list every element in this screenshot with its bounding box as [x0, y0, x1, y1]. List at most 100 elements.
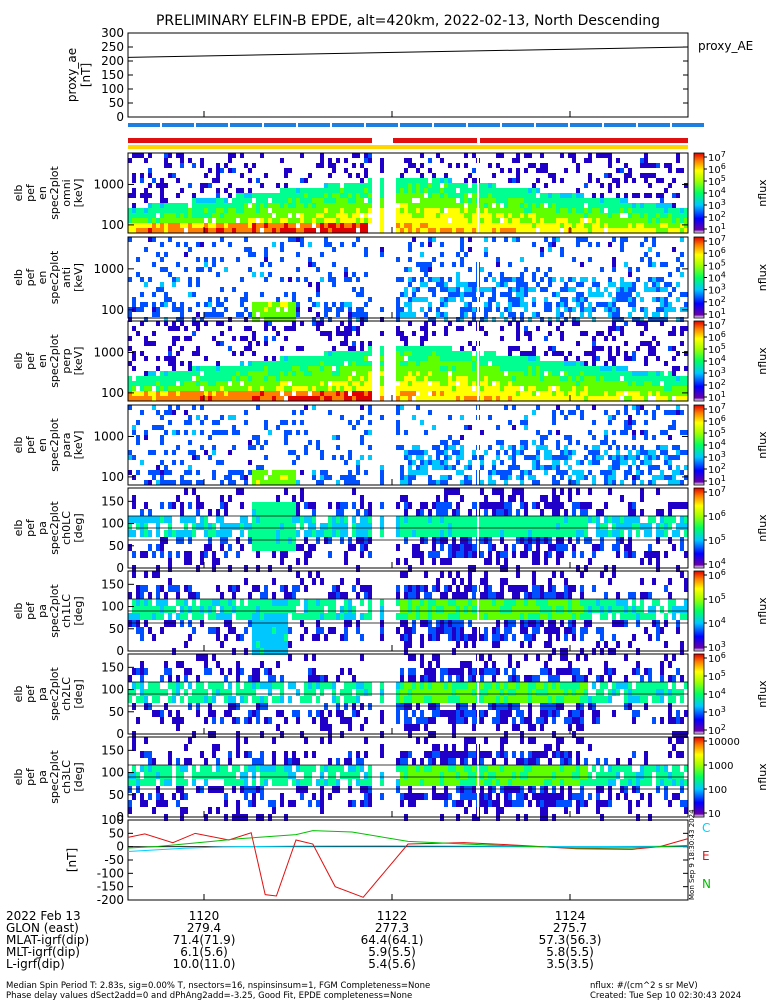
heat-cell [528, 317, 532, 322]
heat-cell [524, 307, 528, 312]
ylabel-line: para [60, 433, 73, 458]
heat-cell [132, 430, 136, 435]
heat-cell [336, 188, 340, 193]
heat-cell [272, 396, 276, 401]
heat-cell [180, 460, 184, 465]
heat-cell [308, 208, 312, 213]
heat-cell [352, 213, 356, 218]
heat-cell [564, 470, 568, 475]
heat-cell [252, 336, 256, 341]
heat-cell [672, 307, 676, 312]
heat-cell [340, 208, 344, 213]
heat-cell [180, 381, 184, 386]
heat-cell [172, 480, 176, 485]
heat-cell [232, 223, 236, 228]
heat-cell [576, 376, 580, 381]
heat-cell [680, 544, 684, 551]
heat-cell [676, 523, 680, 530]
heat-cell [444, 198, 448, 203]
heat-cell [636, 381, 640, 386]
heat-cell [260, 203, 264, 208]
heat-cell [608, 356, 612, 361]
heat-cell [432, 386, 436, 391]
heat-cell [432, 381, 436, 386]
heat-cell [300, 410, 304, 415]
heat-cell [616, 198, 620, 203]
heat-cell [500, 371, 504, 376]
heat-cell [416, 262, 420, 267]
heat-cell [580, 203, 584, 208]
heat-cell [296, 502, 300, 509]
heat-cell [408, 223, 412, 228]
heat-cell [212, 558, 216, 565]
heat-cell [580, 516, 584, 523]
heat-cell [156, 223, 160, 228]
heat-cell [592, 356, 596, 361]
heat-cell [504, 193, 508, 198]
heat-cell [432, 523, 436, 530]
heat-cell [204, 523, 208, 530]
heat-cell [648, 465, 652, 470]
heat-cell [164, 321, 168, 326]
heat-cell [224, 223, 228, 228]
heat-cell [304, 381, 308, 386]
heat-cell [196, 376, 200, 381]
heat-cell [440, 252, 444, 257]
heat-cell [524, 376, 528, 381]
heat-cell [264, 425, 268, 430]
heat-cell [164, 317, 168, 322]
heat-cell [256, 391, 260, 396]
heat-cell [460, 223, 464, 228]
colorbar-tick-label: 102 [708, 295, 726, 309]
heat-cell [556, 445, 560, 450]
heat-cell [144, 356, 148, 361]
heat-cell [224, 376, 228, 381]
heat-cell [636, 317, 640, 322]
heat-cell [288, 361, 292, 366]
heat-cell [300, 470, 304, 475]
heat-cell [304, 391, 308, 396]
heat-cell [676, 267, 680, 272]
colorbar-tick-label: 106 [708, 330, 726, 344]
heat-cell [272, 228, 276, 233]
heat-cell [464, 356, 468, 361]
heat-cell [224, 366, 228, 371]
heat-cell [276, 544, 280, 551]
heat-cell [508, 530, 512, 537]
heat-cell [464, 302, 468, 307]
heat-cell [216, 376, 220, 381]
heat-cell [152, 516, 156, 523]
heat-cell [556, 558, 560, 565]
heat-cell [212, 551, 216, 558]
heat-cell [280, 396, 284, 401]
ylabel-line: pef [24, 183, 37, 202]
heat-cell [424, 312, 428, 317]
heat-cell [576, 502, 580, 509]
heat-cell [680, 262, 684, 267]
heat-cell [668, 223, 672, 228]
heat-cell [576, 218, 580, 223]
heat-cell [264, 391, 268, 396]
heat-cell [172, 277, 176, 282]
heat-cell [172, 502, 176, 509]
heat-cell [260, 502, 264, 509]
heat-cell [356, 317, 360, 322]
heat-cell [312, 198, 316, 203]
heat-cell [576, 297, 580, 302]
heat-cell [680, 391, 684, 396]
heat-cell [472, 213, 476, 218]
heat-cell [220, 213, 224, 218]
heat-cell [232, 425, 236, 430]
heat-cell [416, 287, 420, 292]
heat-cell [544, 237, 548, 242]
heat-cell [488, 198, 492, 203]
heat-cell [520, 213, 524, 218]
heat-cell [648, 163, 652, 168]
heat-cell [356, 376, 360, 381]
heat-cell [208, 386, 212, 391]
heat-cell [592, 475, 596, 480]
heat-cell [164, 430, 168, 435]
heat-cell [636, 213, 640, 218]
heat-cell [516, 475, 520, 480]
heat-cell [316, 530, 320, 537]
